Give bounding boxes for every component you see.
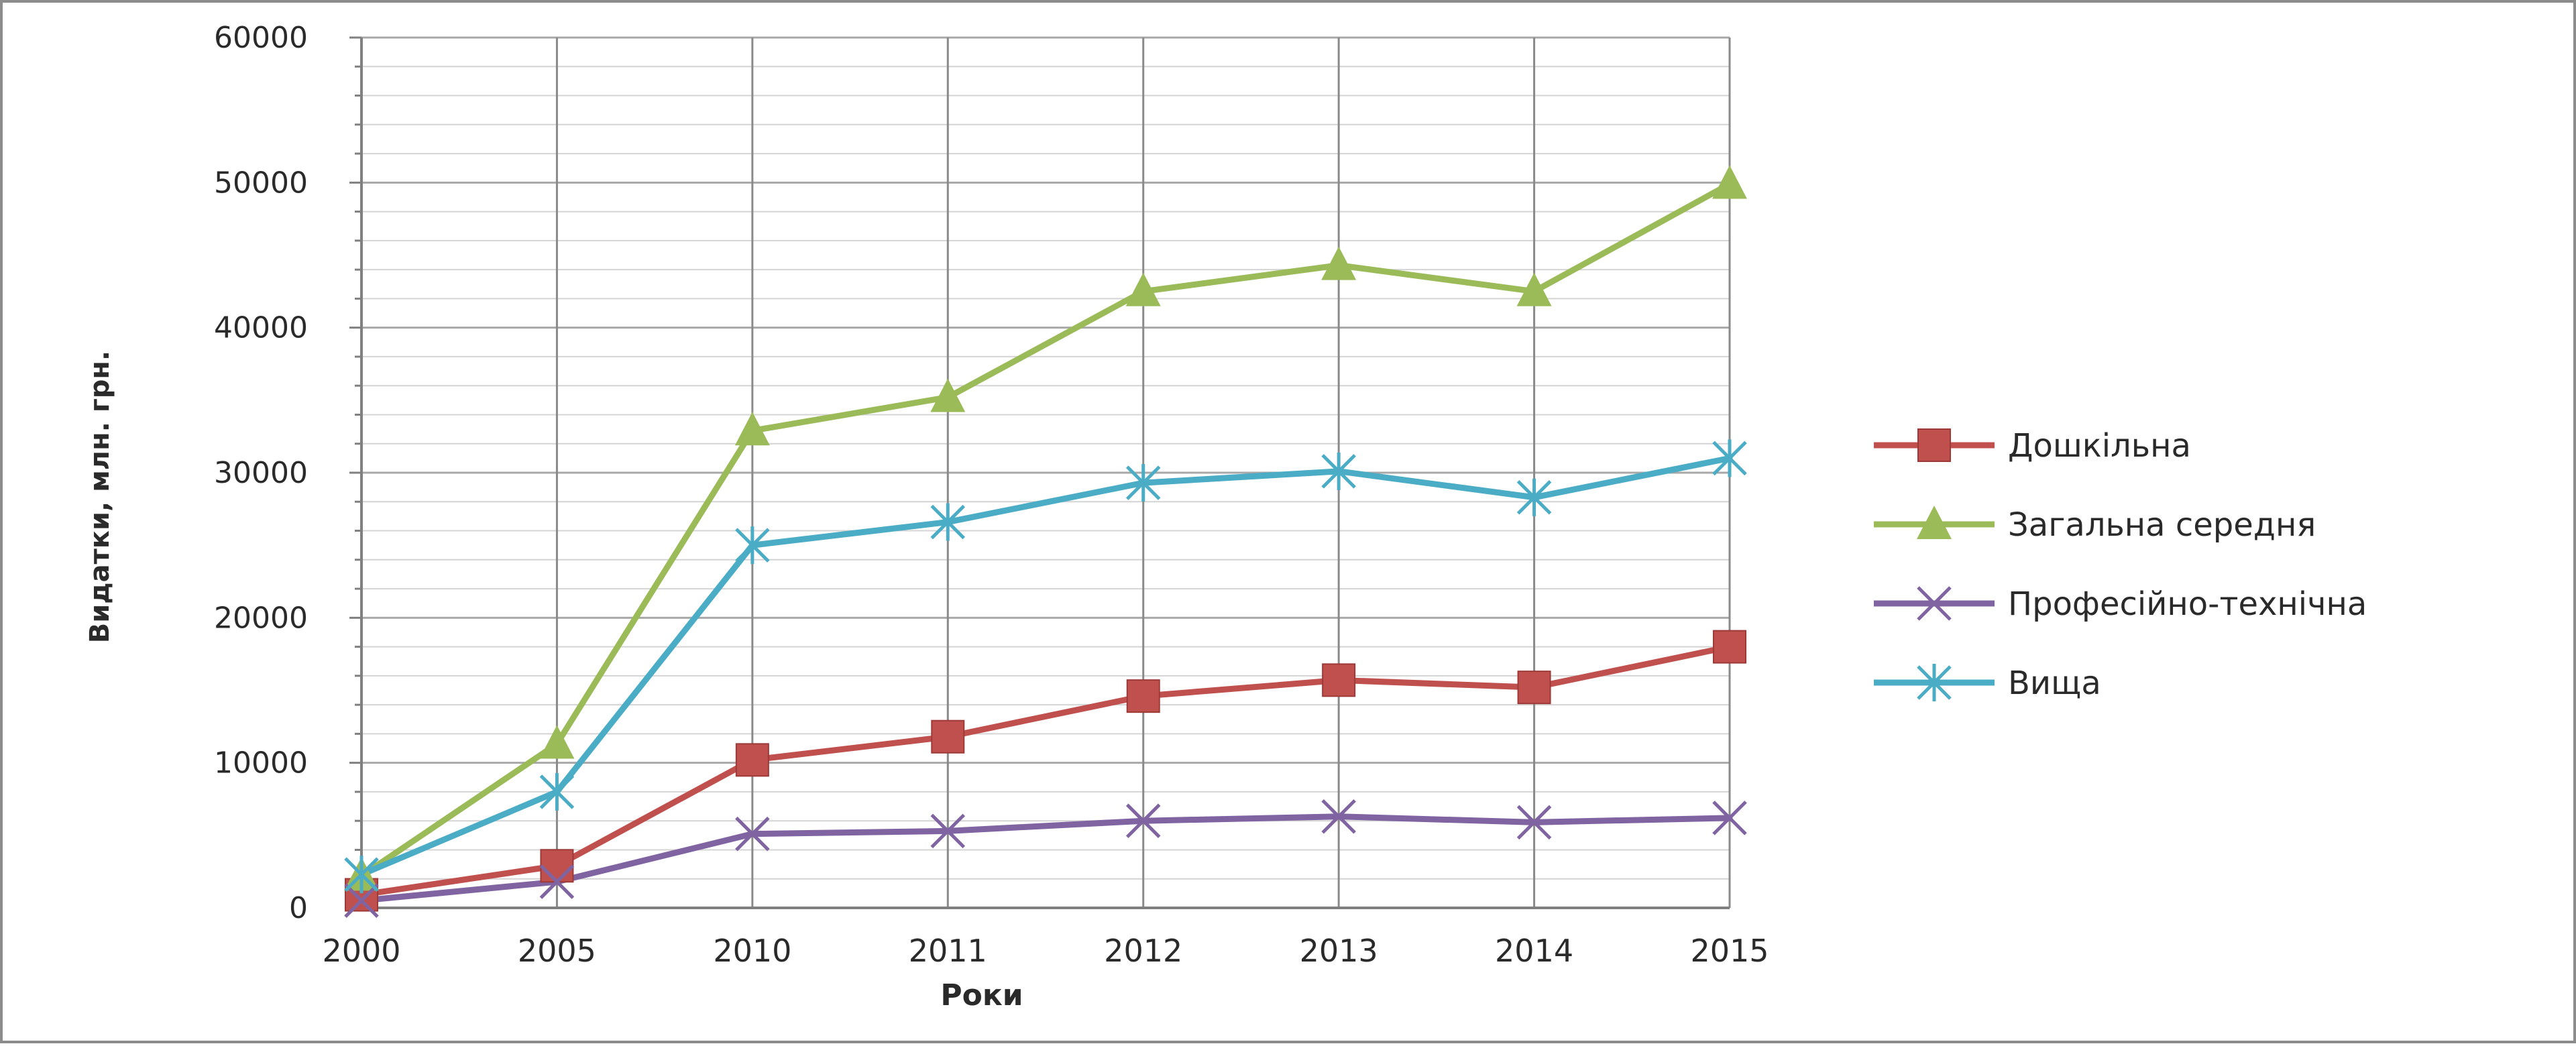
marker-stroke [1516, 805, 1552, 840]
y-tick-labels: 0 10000 20000 30000 40000 50000 60000 [214, 21, 308, 925]
data-point-star [539, 772, 575, 811]
data-point-star [1321, 452, 1356, 490]
x-tick-label: 2015 [1690, 933, 1769, 969]
axes [349, 36, 1730, 909]
series-line-x [358, 813, 1733, 904]
data-point-star [344, 856, 379, 894]
grid [360, 36, 1731, 909]
y-tick-label: 20000 [214, 601, 308, 635]
data-point-triangle [1712, 165, 1747, 199]
legend: Дошкільна Загальна середня Професійно-техн… [1874, 427, 2367, 702]
legend-swatch-marker [1917, 428, 1951, 462]
data-point-x [1516, 805, 1552, 840]
data-point-x [539, 864, 575, 899]
marker-stroke [539, 864, 575, 899]
data-point-x [1125, 803, 1161, 838]
data-point-triangle [1321, 246, 1357, 280]
data-point-square [735, 743, 769, 777]
data-point-triangle [930, 378, 966, 412]
marker-stroke [1917, 586, 1952, 621]
data-point-x [1321, 799, 1356, 834]
legend-swatch-marker [1917, 586, 1952, 621]
legend-label: Вища [2008, 664, 2101, 702]
y-tick-label: 40000 [214, 311, 308, 345]
data-point-square [1517, 671, 1551, 705]
x-tick-label: 2005 [518, 933, 596, 969]
x-tick-label: 2013 [1300, 933, 1378, 969]
legend-label: Загальна середня [2008, 506, 2316, 544]
marker-stroke [735, 816, 770, 852]
legend-swatch-marker [1917, 506, 1952, 539]
data-point-square [540, 849, 574, 883]
series-lines [358, 180, 1733, 904]
line-chart: 0 10000 20000 30000 40000 50000 60000 2000 2005… [85, 21, 2367, 1012]
x-tick-labels: 2000 2005 2010 2011 2012 2013 2014 2015 [322, 933, 1769, 969]
data-point-square [1713, 630, 1746, 664]
data-point-square [931, 719, 965, 754]
marker-stroke [344, 883, 379, 918]
marker-stroke [1712, 801, 1747, 835]
y-tick-label: 30000 [214, 456, 308, 490]
data-point-square [1126, 679, 1160, 713]
legend-swatch-marker [1917, 664, 1952, 701]
data-point-x [344, 883, 379, 918]
legend-entry-square: Дошкільна [1874, 427, 2191, 465]
data-point-x [1712, 801, 1747, 835]
marker-stroke [1125, 803, 1161, 838]
data-point-triangle [1125, 272, 1161, 306]
y-tick-label: 50000 [214, 166, 308, 200]
x-tick-label: 2010 [713, 933, 791, 969]
legend-entry-triangle: Загальна середня [1874, 506, 2316, 544]
x-axis-label: Роки [940, 978, 1023, 1012]
y-axis-label: Видатки, млн. грн. [85, 351, 115, 643]
legend-entry-star: Вища [1874, 664, 2101, 702]
series-line-triangle [358, 180, 1733, 879]
marker-stroke [930, 813, 966, 849]
series-markers [344, 165, 1747, 918]
data-point-triangle [1516, 272, 1552, 306]
x-tick-label: 2000 [322, 933, 400, 969]
y-tick-label: 0 [289, 891, 308, 925]
data-point-star [735, 526, 770, 565]
x-tick-label: 2012 [1104, 933, 1182, 969]
x-tick-label: 2014 [1495, 933, 1573, 969]
legend-label: Професійно-технічна [2008, 585, 2367, 623]
data-point-x [930, 813, 966, 849]
series-line-square [358, 644, 1733, 898]
data-point-star [1712, 439, 1747, 477]
y-tick-label: 60000 [214, 21, 308, 55]
data-point-triangle [734, 412, 770, 446]
data-point-triangle [539, 725, 575, 759]
data-point-star [1516, 478, 1552, 516]
data-point-square [1322, 663, 1356, 697]
legend-label: Дошкільна [2008, 427, 2191, 465]
data-point-x [735, 816, 770, 852]
marker-stroke [1321, 799, 1356, 834]
data-point-star [1125, 464, 1161, 502]
y-tick-label: 10000 [214, 746, 308, 780]
x-tick-label: 2011 [909, 933, 987, 969]
legend-entry-x: Професійно-технічна [1874, 585, 2367, 623]
data-point-star [930, 503, 966, 541]
series-line-star [358, 455, 1733, 878]
